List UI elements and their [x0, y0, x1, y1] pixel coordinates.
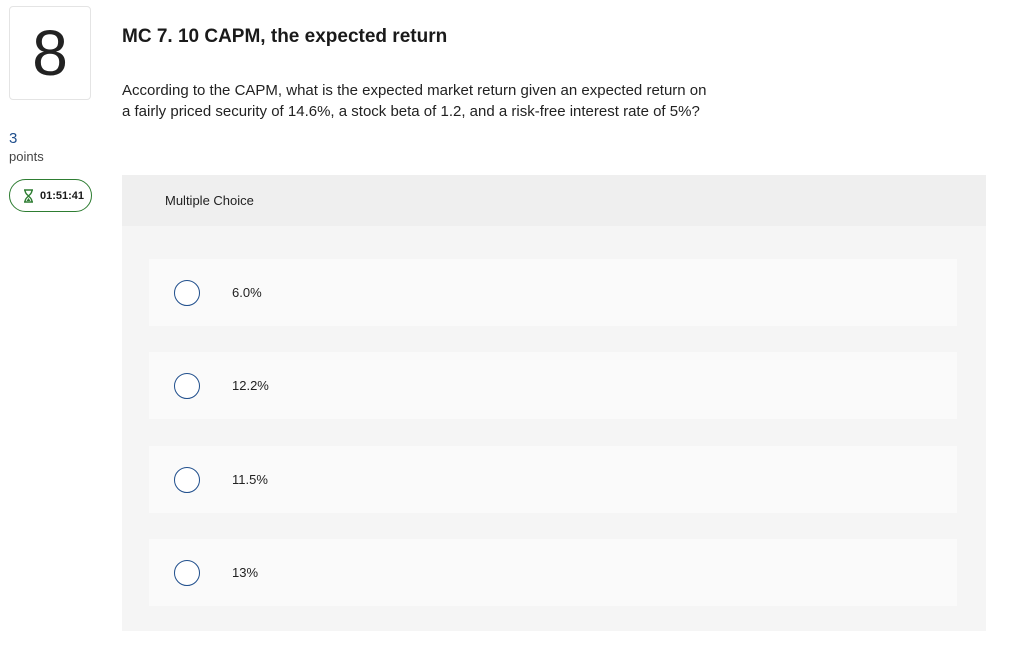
answer-option-label: 11.5%: [232, 472, 268, 487]
multiple-choice-panel: Multiple Choice 6.0% 12.2% 11.5% 13%: [122, 175, 986, 631]
answer-option-3[interactable]: 11.5%: [149, 446, 957, 513]
points-label: points: [9, 149, 44, 164]
points-value: 3: [9, 130, 18, 147]
multiple-choice-header: Multiple Choice: [122, 175, 986, 226]
question-text: According to the CAPM, what is the expec…: [122, 80, 782, 122]
radio-button[interactable]: [174, 466, 200, 493]
answer-option-2[interactable]: 12.2%: [149, 352, 957, 419]
answer-option-label: 6.0%: [232, 285, 262, 300]
radio-button[interactable]: [174, 372, 200, 399]
timer-badge[interactable]: 01:51:41: [9, 179, 92, 212]
radio-button[interactable]: [174, 279, 200, 306]
question-text-line2: a fairly priced security of 14.6%, a sto…: [122, 103, 700, 120]
question-title: MC 7. 10 CAPM, the expected return: [122, 26, 448, 47]
question-number: 8: [9, 6, 91, 100]
answer-option-1[interactable]: 6.0%: [149, 259, 957, 326]
timer-text: 01:51:41: [40, 189, 85, 202]
radio-button[interactable]: [174, 559, 200, 586]
answer-option-label: 12.2%: [232, 378, 269, 393]
answer-option-4[interactable]: 13%: [149, 539, 957, 606]
hourglass-icon: [23, 188, 34, 203]
question-text-line1: According to the CAPM, what is the expec…: [122, 82, 707, 99]
answer-option-label: 13%: [232, 565, 259, 580]
